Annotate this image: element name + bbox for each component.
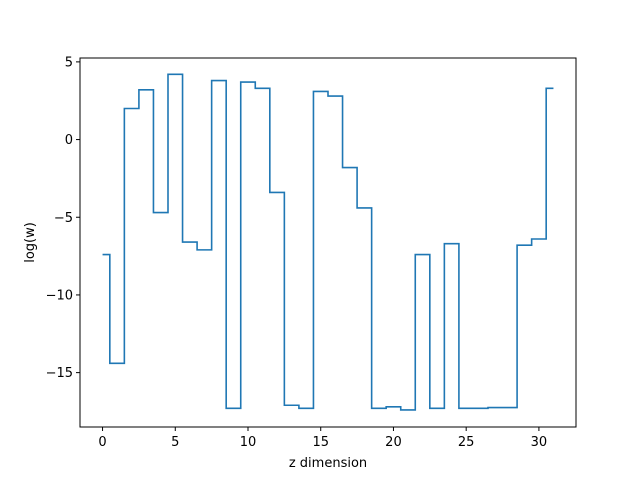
y-tick-label: 5 (65, 55, 73, 70)
y-tick-label: −15 (46, 366, 73, 381)
series-layer (102, 73, 554, 411)
x-tick-label: 30 (531, 435, 548, 450)
y-axis-label: log(w) (23, 222, 38, 263)
x-tick-label: 10 (240, 435, 257, 450)
x-axis-label: z dimension (289, 456, 367, 471)
x-ticks: 0 5 10 15 20 25 30 (98, 427, 547, 450)
y-tick-label: 0 (65, 133, 73, 148)
x-tick-label: 15 (312, 435, 329, 450)
series-line (102, 73, 554, 411)
x-tick-label: 0 (98, 435, 106, 450)
x-tick-label: 20 (385, 435, 402, 450)
plot-background (80, 58, 576, 427)
x-tick-label: 5 (171, 435, 179, 450)
y-tick-label: −5 (54, 211, 73, 226)
plot-frame (79, 57, 577, 428)
y-ticks: 5 0 −5 −10 −15 (46, 55, 80, 381)
x-tick-label: 25 (458, 435, 475, 450)
y-tick-label: −10 (46, 288, 73, 303)
